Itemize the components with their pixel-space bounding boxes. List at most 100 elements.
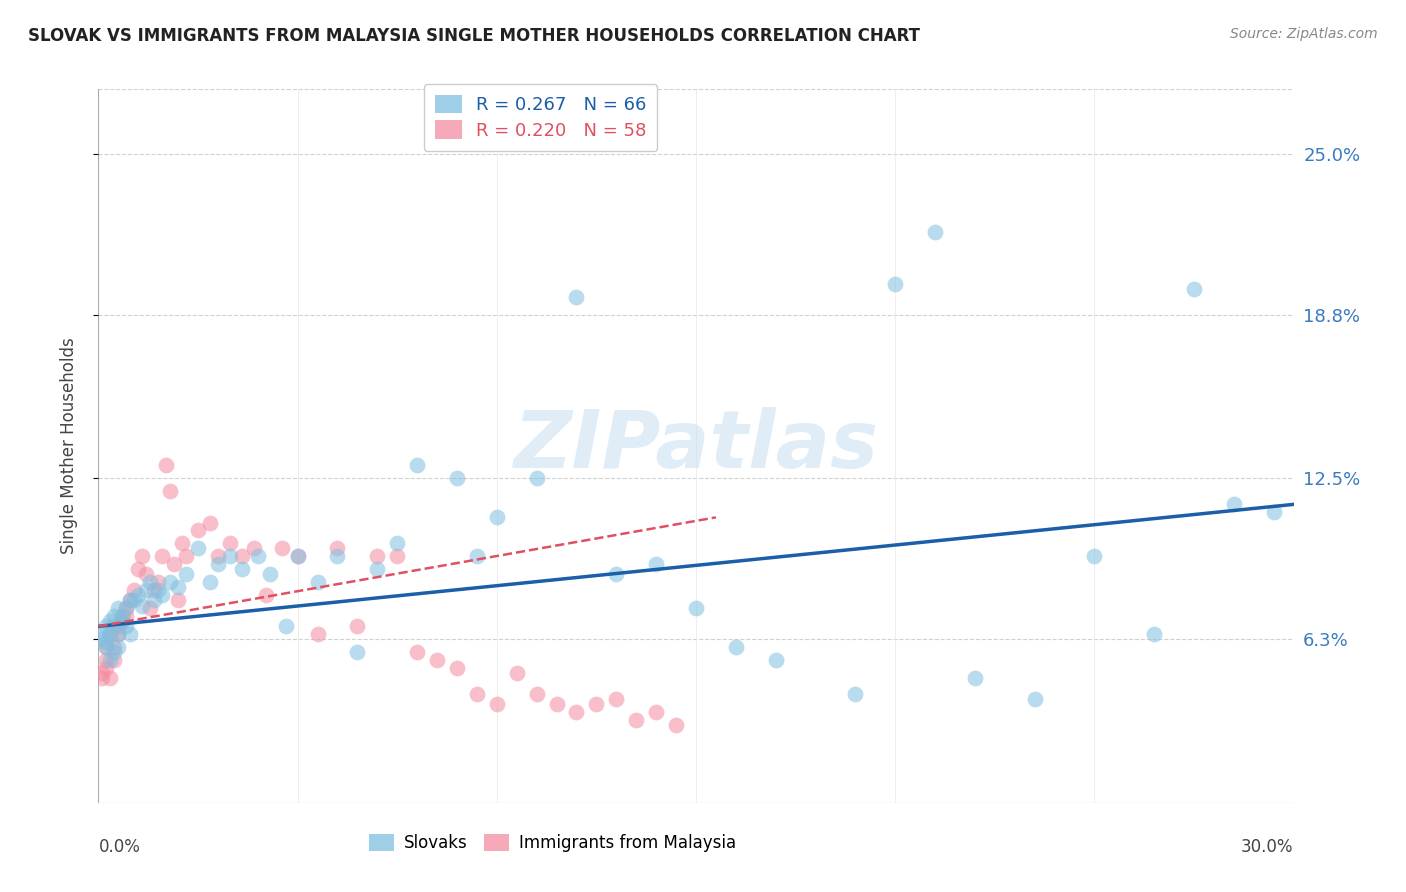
Point	[565, 705, 588, 719]
Point	[270, 541, 292, 556]
Point	[665, 718, 688, 732]
Point	[96, 640, 118, 654]
Point	[111, 614, 134, 628]
Point	[96, 653, 118, 667]
Point	[326, 549, 349, 564]
Point	[124, 593, 146, 607]
Point	[585, 697, 607, 711]
Point	[107, 627, 129, 641]
Point	[287, 549, 309, 564]
Point	[96, 635, 118, 649]
Point	[96, 640, 118, 654]
Point	[111, 609, 134, 624]
Point	[150, 549, 173, 564]
Point	[254, 588, 277, 602]
Point	[91, 627, 114, 641]
Point	[246, 549, 269, 564]
Point	[844, 687, 866, 701]
Point	[326, 541, 349, 556]
Point	[167, 593, 190, 607]
Point	[91, 632, 114, 647]
Point	[219, 536, 242, 550]
Point	[107, 601, 129, 615]
Point	[139, 601, 162, 615]
Point	[546, 697, 568, 711]
Point	[207, 557, 229, 571]
Point	[287, 549, 309, 564]
Point	[485, 510, 508, 524]
Point	[143, 593, 166, 607]
Point	[526, 687, 548, 701]
Point	[103, 640, 125, 654]
Point	[115, 619, 138, 633]
Point	[115, 601, 138, 615]
Point	[111, 614, 134, 628]
Point	[135, 567, 157, 582]
Point	[259, 567, 281, 582]
Point	[385, 549, 409, 564]
Point	[406, 645, 429, 659]
Point	[426, 653, 449, 667]
Point	[605, 567, 627, 582]
Point	[120, 593, 142, 607]
Point	[100, 614, 122, 628]
Point	[565, 290, 588, 304]
Point	[243, 541, 266, 556]
Point	[685, 601, 707, 615]
Point	[148, 582, 170, 597]
Point	[1024, 692, 1046, 706]
Point	[198, 575, 221, 590]
Point	[626, 713, 648, 727]
Point	[645, 557, 668, 571]
Point	[187, 524, 209, 538]
Point	[167, 581, 190, 595]
Point	[91, 671, 114, 685]
Point	[231, 562, 253, 576]
Point	[115, 609, 138, 624]
Point	[187, 541, 209, 556]
Point	[143, 582, 166, 597]
Point	[120, 627, 142, 641]
Point	[526, 471, 548, 485]
Point	[139, 575, 162, 590]
Text: 30.0%: 30.0%	[1241, 838, 1294, 856]
Point	[124, 582, 146, 597]
Point	[100, 627, 122, 641]
Point	[446, 471, 468, 485]
Point	[96, 661, 118, 675]
Point	[103, 619, 125, 633]
Point	[207, 549, 229, 564]
Point	[274, 619, 297, 633]
Point	[1182, 282, 1205, 296]
Point	[115, 601, 138, 615]
Point	[724, 640, 747, 654]
Point	[465, 549, 488, 564]
Point	[100, 671, 122, 685]
Point	[159, 484, 181, 499]
Point	[120, 593, 142, 607]
Text: ZIPatlas: ZIPatlas	[513, 407, 879, 485]
Point	[346, 645, 368, 659]
Point	[100, 627, 122, 641]
Point	[465, 687, 488, 701]
Point	[963, 671, 986, 685]
Point	[645, 705, 668, 719]
Point	[605, 692, 627, 706]
Point	[446, 661, 468, 675]
Point	[366, 562, 388, 576]
Point	[231, 549, 253, 564]
Text: 0.0%: 0.0%	[98, 838, 141, 856]
Point	[107, 619, 129, 633]
Point	[150, 588, 173, 602]
Point	[1263, 505, 1285, 519]
Point	[385, 536, 409, 550]
Legend: Slovaks, Immigrants from Malaysia: Slovaks, Immigrants from Malaysia	[363, 827, 742, 859]
Point	[198, 516, 221, 530]
Point	[96, 619, 118, 633]
Point	[506, 666, 529, 681]
Point	[1083, 549, 1105, 564]
Point	[346, 619, 368, 633]
Point	[884, 277, 907, 291]
Point	[127, 588, 149, 602]
Point	[103, 653, 125, 667]
